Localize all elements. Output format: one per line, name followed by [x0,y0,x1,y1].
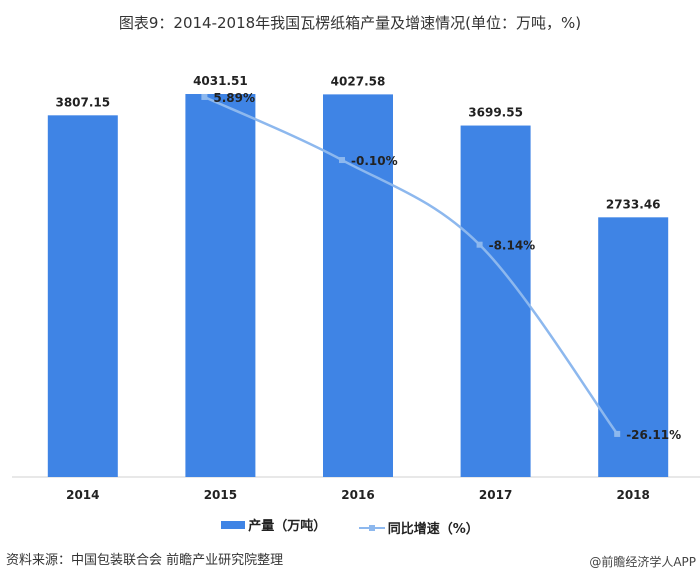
growth-point-2017 [476,241,483,248]
bar-2018 [598,217,669,478]
growth-data-label: -0.10% [351,154,398,168]
x-tick-label: 2014 [66,488,99,502]
legend: 产量（万吨） 同比增速（%） [0,515,700,537]
bar-2014 [47,115,118,478]
growth-line [203,95,619,435]
source-note: 资料来源：中国包装联合会 前瞻产业研究院整理 [6,553,284,568]
bar-2016 [323,94,393,478]
x-tick-label: 2015 [204,488,237,502]
legend-bar-swatch [221,520,246,529]
x-tick-label: 2017 [479,488,512,502]
growth-data-label: -8.14% [489,239,536,253]
bar-data-label: 3807.15 [55,95,110,109]
legend-item-production[interactable]: 产量（万吨） [221,515,326,534]
bar-2015 [185,94,256,477]
growth-data-label: 5.89% [213,91,255,105]
chart-title: 图表9：2014-2018年我国瓦楞纸箱产量及增速情况(单位：万吨，%) [118,14,582,32]
x-tick-label: 2016 [341,488,374,502]
bar-data-label: 4027.58 [331,74,386,88]
x-tick-label: 2018 [616,488,649,502]
bar-data-label: 3699.55 [468,106,523,120]
growth-point-2018 [614,430,621,437]
bar-2017 [460,125,531,477]
legend-line-swatch [358,524,385,531]
legend-item-growth[interactable]: 同比增速（%） [358,518,479,537]
bar-data-label: 2733.46 [606,197,661,211]
growth-point-2016 [339,157,345,164]
legend-label: 同比增速（%） [387,522,479,537]
growth-data-label: -26.11% [626,428,681,442]
legend-label: 产量（万吨） [248,519,327,534]
credit-note: @前瞻经济学人APP [589,555,696,569]
bar-data-label: 4031.51 [193,74,248,88]
growth-point-2015 [201,93,208,100]
